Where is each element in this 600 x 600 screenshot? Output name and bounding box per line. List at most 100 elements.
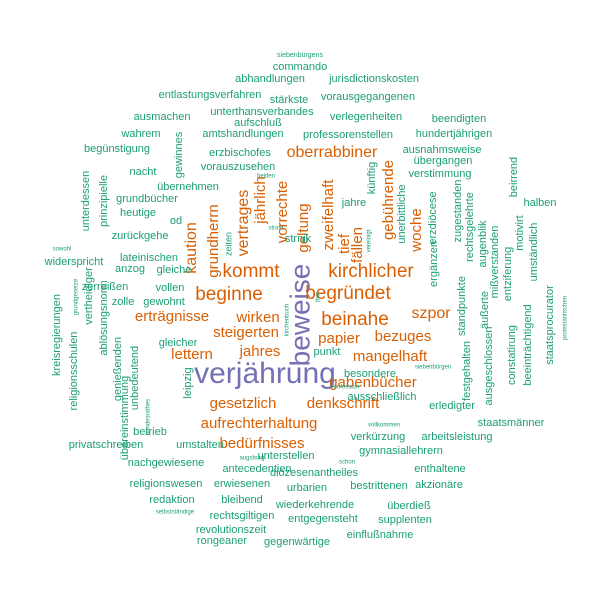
cloud-word: revolutionszeit <box>196 524 266 536</box>
cloud-word: mangelhaft <box>353 348 428 365</box>
cloud-word: beirrend <box>508 157 520 197</box>
cloud-word: nacht <box>130 166 157 178</box>
cloud-word: rongeaner <box>197 535 247 547</box>
cloud-word: gleicher <box>159 337 198 349</box>
cloud-word: beendigten <box>432 113 486 125</box>
cloud-word: wahrem <box>120 128 160 140</box>
cloud-word: bundesrathes <box>146 399 152 435</box>
cloud-word: beweise <box>284 264 315 367</box>
cloud-word: erzbischofes <box>209 147 271 159</box>
cloud-word: einflußnahme <box>347 529 414 541</box>
cloud-word: festgehalten <box>461 341 473 401</box>
cloud-word: oberrabbiner <box>287 144 378 161</box>
cloud-word: religionsschulen <box>68 332 80 411</box>
cloud-word: jahre <box>341 197 366 209</box>
cloud-word: bezuges <box>375 328 432 345</box>
cloud-word: heutige <box>120 207 156 219</box>
cloud-word: vollen <box>156 282 185 294</box>
cloud-word: künftig <box>366 162 378 194</box>
cloud-word: punkt <box>314 346 341 358</box>
cloud-word: begründet <box>305 283 391 304</box>
cloud-word: übernehmen <box>157 181 219 193</box>
cloud-word: urbarien <box>287 482 327 494</box>
cloud-word: zurückgehe <box>112 230 169 242</box>
cloud-word: szpor <box>411 305 451 322</box>
cloud-word: gewohnt <box>143 296 185 308</box>
cloud-word: tief <box>336 233 353 254</box>
cloud-word: unterstellen <box>258 450 315 462</box>
cloud-word: unbedeutend <box>129 346 141 410</box>
cloud-word: prinzipielle <box>98 175 110 227</box>
cloud-word: jährlich <box>252 176 269 225</box>
cloud-word: aufschluß <box>234 117 282 129</box>
cloud-word: leipzig <box>182 367 194 398</box>
cloud-word: hundertjährigen <box>416 128 492 140</box>
cloud-word: amtshandlungen <box>202 128 283 140</box>
cloud-word: genießenden <box>112 337 124 401</box>
cloud-word: ausschließlich <box>347 391 416 403</box>
cloud-word: gegenwärtige <box>264 536 330 548</box>
cloud-word: vollkommen <box>368 423 400 429</box>
cloud-word: bleibend <box>221 494 263 506</box>
cloud-word: erledigter <box>429 400 475 412</box>
cloud-word: beinahe <box>321 309 389 330</box>
cloud-word: motivirt <box>514 215 526 250</box>
cloud-word: konfession <box>331 385 360 391</box>
cloud-word: vorauszusehen <box>201 161 276 173</box>
cloud-word: kaution <box>183 222 200 274</box>
cloud-word: od <box>170 215 182 227</box>
cloud-word: zolle <box>112 296 135 308</box>
cloud-word: gesetzlich <box>210 395 277 412</box>
cloud-word: strafe <box>268 226 284 232</box>
cloud-word: ausgeschlossen <box>483 327 495 406</box>
cloud-word: verlegenheiten <box>330 111 402 123</box>
cloud-word: antecedentien <box>222 463 291 475</box>
cloud-word: constatirung <box>506 325 518 385</box>
cloud-word: ergänzen <box>428 241 440 287</box>
cloud-word: lettern <box>171 346 213 363</box>
cloud-word: grundbücher <box>116 193 178 205</box>
cloud-word: standpunkte <box>456 276 468 336</box>
cloud-word: stärkste <box>270 94 309 106</box>
cloud-word: zugestanden <box>452 180 464 243</box>
cloud-word: sowohl <box>53 247 72 253</box>
cloud-word: beiden <box>257 174 275 180</box>
cloud-word: professorenstellen <box>303 129 393 141</box>
cloud-word: vorrechte <box>274 181 291 244</box>
cloud-word: gleiche <box>157 264 192 276</box>
cloud-word: überdieß <box>387 500 431 512</box>
cloud-word: jahres <box>239 343 281 360</box>
cloud-word: enthaltene <box>414 463 465 475</box>
cloud-word: grundherrn <box>205 204 222 277</box>
cloud-word: commando <box>273 61 327 73</box>
cloud-word: vertrages <box>235 190 252 257</box>
cloud-word: beginne <box>195 284 263 305</box>
cloud-word: betrieb <box>133 426 167 438</box>
cloud-word: zweifelhaft <box>320 179 337 251</box>
cloud-word: jurisdictionskosten <box>328 73 419 85</box>
cloud-word: siebenbürgens <box>277 52 323 59</box>
cloud-word: umständlich <box>528 223 540 282</box>
cloud-word: staatsprocurator <box>544 285 556 365</box>
cloud-word: diözesenantheiles <box>270 467 359 479</box>
cloud-word: denkschrift <box>307 395 380 412</box>
cloud-word: kirchlicher <box>328 261 414 282</box>
cloud-word: augenblik <box>477 220 489 268</box>
cloud-word: umstalten <box>176 439 224 451</box>
cloud-word: besondere <box>344 368 396 380</box>
cloud-word: äußerte <box>479 291 491 329</box>
cloud-word: nachgewiesene <box>128 457 204 469</box>
cloud-word: kommt <box>223 261 281 282</box>
cloud-word: rechtsgiltigen <box>210 510 275 522</box>
cloud-word: beeinträchtigend <box>522 304 534 385</box>
cloud-word: erträgnisse <box>135 308 209 325</box>
cloud-word: protestantischen <box>563 296 569 340</box>
cloud-word: schon <box>339 460 355 466</box>
cloud-word: arbeitsleistung <box>422 431 493 443</box>
cloud-word: unterdessen <box>80 171 92 232</box>
cloud-word: supplenten <box>378 514 432 526</box>
cloud-word: übereinstimmung <box>119 376 131 460</box>
cloud-word: halben <box>523 197 556 209</box>
